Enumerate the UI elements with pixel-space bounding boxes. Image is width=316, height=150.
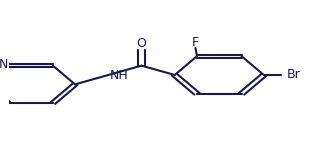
Text: Br: Br (287, 69, 301, 81)
Text: F: F (192, 36, 199, 49)
Text: NH: NH (110, 69, 129, 82)
Text: N: N (0, 58, 8, 70)
Text: O: O (137, 38, 146, 51)
